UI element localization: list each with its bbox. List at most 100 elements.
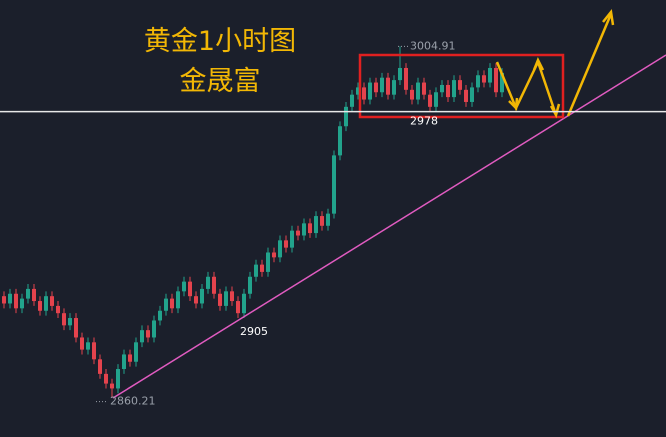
candle-body	[254, 264, 258, 277]
candle-body	[380, 77, 384, 93]
zigzag-arrow	[495, 58, 558, 116]
candle-body	[350, 94, 354, 107]
candle-body	[206, 276, 210, 289]
level-label: 2978	[410, 115, 438, 128]
candle-body	[134, 342, 138, 362]
candle-body	[158, 310, 162, 321]
candle-body	[218, 293, 222, 306]
candle-body	[92, 342, 96, 360]
candle-body	[26, 288, 30, 299]
candle-body	[278, 240, 282, 258]
candle-body	[188, 281, 192, 297]
candle-body	[74, 318, 78, 338]
candle-body	[110, 383, 114, 389]
candle-body	[488, 67, 492, 83]
candle-body	[314, 216, 318, 234]
candle-body	[20, 298, 24, 309]
candle-body	[224, 291, 228, 306]
candle-body	[266, 252, 270, 272]
forecast-arrows	[495, 8, 615, 119]
arrow-head	[602, 8, 615, 26]
candle-body	[332, 155, 336, 214]
candle-body	[182, 281, 186, 292]
candle-body	[230, 291, 234, 302]
candle-body	[386, 77, 390, 95]
candle-body	[302, 223, 306, 236]
candle-body	[140, 330, 144, 343]
candle-body	[464, 89, 468, 102]
candle-body	[32, 288, 36, 302]
candle-body	[200, 288, 204, 304]
candle-body	[422, 82, 426, 95]
candle-body	[374, 82, 378, 93]
candle-body	[308, 223, 312, 234]
candle-body	[296, 230, 300, 236]
arrow-head	[508, 97, 519, 111]
candle-body	[446, 84, 450, 98]
candle-body	[8, 293, 12, 304]
candle-body	[320, 216, 324, 226]
candle-body	[260, 264, 264, 272]
level-label: 2905	[240, 325, 268, 338]
candle-body	[368, 82, 372, 100]
range-box	[358, 53, 565, 119]
candle-body	[482, 75, 486, 83]
candle-body	[56, 305, 60, 314]
candle-body	[272, 252, 276, 258]
candle-body	[236, 301, 240, 314]
candle-body	[284, 240, 288, 248]
candle-body	[164, 298, 168, 311]
candle-body	[500, 72, 504, 93]
candle-body	[476, 75, 480, 88]
chart-subtitle: 金晟富	[180, 66, 261, 97]
candle-body	[194, 296, 198, 304]
candle-body	[434, 92, 438, 107]
candle-body	[356, 87, 360, 95]
candle-body	[458, 80, 462, 90]
candle-body	[362, 87, 366, 100]
candle-body	[68, 318, 72, 326]
arrow-head	[532, 56, 545, 71]
candle-body	[440, 84, 444, 93]
candle-body	[128, 354, 132, 362]
candle-body	[170, 298, 174, 309]
candle-body	[410, 89, 414, 100]
chart-title: 黄金1小时图	[144, 26, 296, 57]
candle-body	[80, 337, 84, 350]
candle-body	[146, 330, 150, 338]
arrow-head	[549, 103, 561, 119]
candle-body	[248, 276, 252, 294]
candle-body	[176, 291, 180, 309]
level-label: 2860.21	[110, 395, 156, 408]
candle-body	[2, 296, 6, 304]
candle-body	[98, 359, 102, 374]
candle-body	[404, 67, 408, 90]
candle-body	[50, 296, 54, 306]
candle-body	[494, 67, 498, 93]
candle-body	[416, 82, 420, 100]
up-arrow	[566, 13, 613, 117]
candle-body	[104, 373, 108, 384]
candle-body	[86, 342, 90, 350]
candle-body	[116, 369, 120, 389]
candle-body	[398, 67, 402, 81]
candle-body	[152, 320, 156, 338]
candle-body	[14, 293, 18, 309]
candle-body	[38, 301, 42, 311]
candle-body	[212, 276, 216, 294]
candle-body	[428, 94, 432, 107]
candle-body	[290, 230, 294, 248]
candle-body	[344, 106, 348, 127]
candle-body	[338, 126, 342, 156]
candle-body	[470, 87, 474, 102]
level-label: 3004.91	[410, 39, 456, 52]
candle-body	[44, 296, 48, 311]
candle-body	[392, 80, 396, 95]
candle-body	[242, 293, 246, 314]
candle-body	[326, 213, 330, 226]
candle-body	[452, 80, 456, 98]
candles	[2, 46, 504, 398]
